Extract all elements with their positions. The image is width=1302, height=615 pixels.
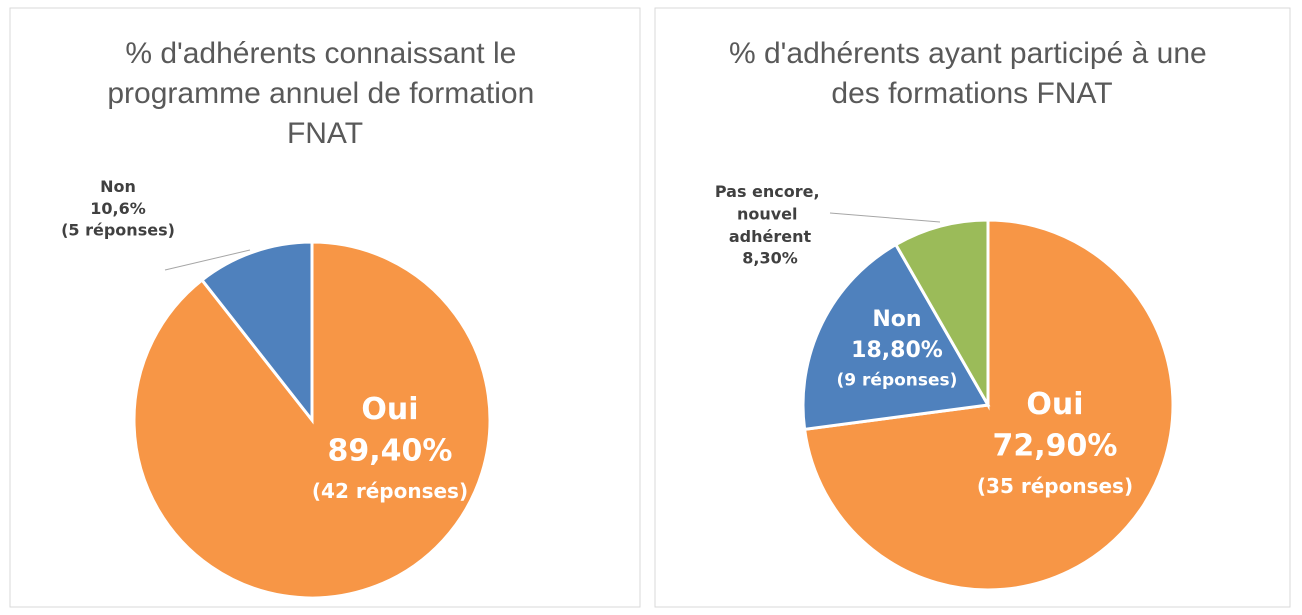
response-label: (42 réponses) bbox=[312, 479, 468, 503]
slice-category: Oui bbox=[1026, 387, 1083, 422]
data-label: 18,80% bbox=[851, 338, 943, 363]
response-label: (35 réponses) bbox=[977, 474, 1133, 498]
slice-category: Pas encore, nouvel adhérent bbox=[715, 182, 825, 246]
leader-line bbox=[829, 212, 941, 223]
pie-slice bbox=[199, 240, 314, 425]
pie-slice bbox=[801, 242, 991, 432]
response-label: (5 réponses) bbox=[61, 221, 175, 240]
response-label: (9 réponses) bbox=[837, 371, 958, 391]
data-label: 72,90% bbox=[993, 429, 1118, 464]
chart-title: % d'adhérents connaissant le programme a… bbox=[107, 37, 542, 150]
chart-title: % d'adhérents ayant participé à une des … bbox=[729, 37, 1215, 110]
slice-category: Non bbox=[872, 307, 921, 332]
data-label: 8,30% bbox=[742, 249, 798, 268]
leader-line bbox=[164, 249, 251, 271]
pie-slice bbox=[893, 218, 990, 411]
data-label: 89,40% bbox=[328, 434, 453, 469]
slice-category: Non bbox=[100, 177, 136, 196]
data-label: 10,6% bbox=[90, 199, 146, 218]
slice-category: Oui bbox=[361, 392, 418, 427]
